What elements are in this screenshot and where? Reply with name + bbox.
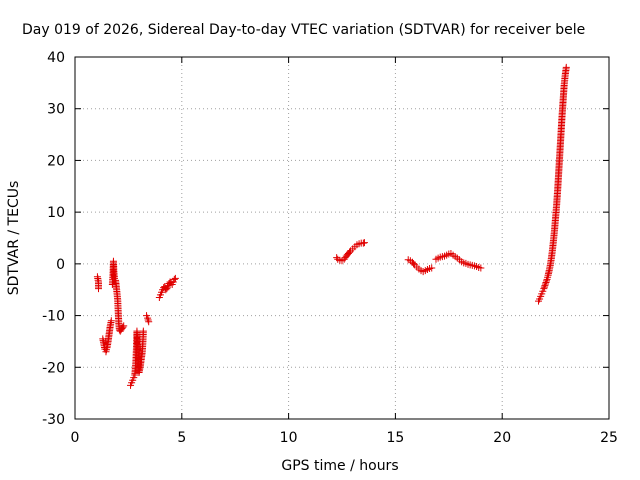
x-axis-title: GPS time / hours: [281, 458, 398, 474]
x-tick-label: 15: [386, 430, 404, 446]
data-point: [540, 285, 548, 293]
data-point: [107, 317, 115, 325]
data-point: [542, 278, 550, 286]
data-point: [410, 260, 418, 268]
data-point: [144, 316, 152, 324]
y-tick-label: -20: [42, 360, 65, 376]
data-point: [170, 275, 178, 283]
data-point: [171, 274, 179, 282]
chart-title: Day 019 of 2026, Sidereal Day-to-day VTE…: [22, 22, 585, 38]
data-point: [477, 264, 485, 272]
y-tick-label: -10: [42, 309, 65, 325]
data-point: [139, 327, 147, 335]
data-point: [541, 282, 549, 290]
x-tick-label: 25: [600, 430, 618, 446]
y-tick-label: 10: [47, 205, 65, 221]
y-tick-label: 30: [47, 102, 65, 118]
data-point: [144, 314, 152, 322]
data-point: [119, 323, 127, 331]
data-point: [428, 264, 436, 272]
grid: [75, 57, 609, 419]
y-tick-label: 0: [56, 257, 65, 273]
data-point: [163, 283, 171, 291]
x-tick-label: 5: [177, 430, 186, 446]
y-axis-title: SDTVAR / TECUs: [6, 181, 22, 296]
axis-ticks: 0 5 10 15 20 25 -30 -20 -10 0 10 20 30 40: [42, 50, 618, 446]
x-tick-label: 20: [493, 430, 511, 446]
data-point: [543, 277, 551, 285]
x-tick-label: 10: [280, 430, 298, 446]
data-point: [94, 285, 102, 293]
data-point: [562, 63, 570, 71]
data-point: [359, 239, 367, 247]
y-tick-label: -30: [42, 412, 65, 428]
data-point: [345, 248, 353, 256]
data-point: [145, 318, 153, 326]
data-point: [360, 239, 368, 247]
data-point: [540, 283, 548, 291]
data-point: [120, 322, 128, 330]
data-point: [163, 285, 171, 293]
plot-frame: [74, 56, 610, 420]
y-tick-label: 40: [47, 50, 65, 66]
x-tick-label: 0: [71, 430, 80, 446]
data-point: [541, 280, 549, 288]
y-tick-label: 20: [47, 153, 65, 169]
data-marks: [93, 63, 570, 389]
